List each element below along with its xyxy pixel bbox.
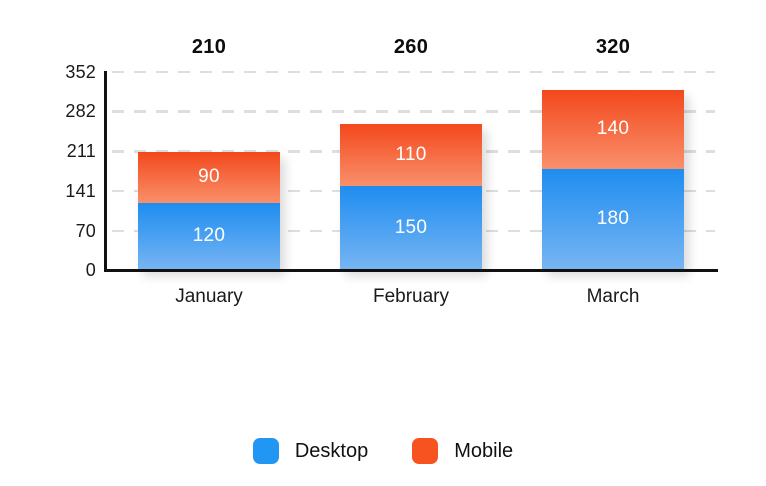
bar-january: 90 120 [138, 151, 280, 270]
y-axis-tick-label: 0 [85, 260, 96, 280]
y-axis-line [104, 71, 107, 271]
x-axis-label-january: January [175, 286, 243, 307]
segment-value-label: 150 [394, 216, 428, 238]
y-axis-tick-label: 282 [65, 101, 96, 122]
bar-march: 140 180 [542, 90, 684, 270]
y-axis-tick-label: 70 [75, 220, 96, 241]
legend-item-mobile[interactable]: Mobile [412, 438, 513, 464]
y-axis-tick-label: 352 [65, 62, 96, 82]
bar-february: 110 150 [340, 123, 482, 270]
legend: Desktop Mobile [0, 438, 766, 464]
segment-value-label: 180 [596, 208, 630, 230]
bar-total-label-march: 320 [595, 36, 631, 58]
x-axis-label-march: March [586, 286, 640, 307]
legend-label-desktop: Desktop [294, 439, 369, 462]
y-axis-tick-label: 141 [65, 180, 96, 201]
bar-total-label-february: 260 [393, 36, 429, 58]
january-desktop-segment[interactable]: 120 [138, 202, 280, 270]
desktop-color-swatch [252, 438, 279, 464]
gridline [112, 71, 715, 74]
january-mobile-segment[interactable]: 90 [138, 151, 280, 203]
segment-value-label: 90 [198, 166, 220, 188]
segment-value-label: 110 [395, 143, 427, 165]
march-mobile-segment[interactable]: 140 [542, 90, 684, 169]
segment-value-label: 140 [596, 118, 630, 140]
y-axis-tick-label: 211 [66, 141, 96, 162]
gridline [112, 110, 715, 113]
mobile-color-swatch [412, 438, 439, 464]
x-axis-line [104, 269, 718, 272]
legend-label-mobile: Mobile [454, 439, 514, 462]
bar-total-label-january: 210 [191, 36, 227, 58]
legend-item-desktop[interactable]: Desktop [252, 438, 369, 464]
february-mobile-segment[interactable]: 110 [340, 123, 482, 186]
segment-value-label: 120 [192, 225, 226, 247]
march-desktop-segment[interactable]: 180 [542, 168, 684, 270]
february-desktop-segment[interactable]: 150 [340, 185, 482, 270]
x-axis-label-february: February [372, 286, 450, 307]
